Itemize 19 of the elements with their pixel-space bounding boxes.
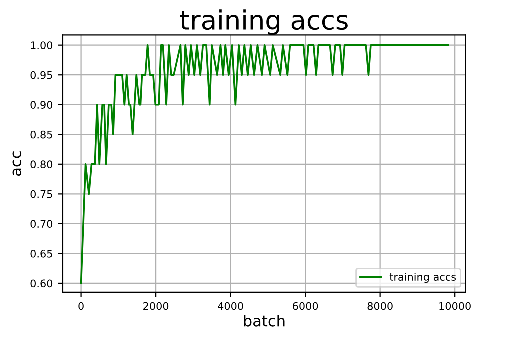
legend-label: training accs <box>390 272 456 284</box>
y-tick-label: 0.60 <box>30 280 53 288</box>
x-tick-label: 10000 <box>440 302 471 310</box>
x-axis-title: batch <box>244 314 285 327</box>
y-tick-label: 0.75 <box>30 190 52 198</box>
y-tick-label: 0.90 <box>30 101 53 109</box>
x-tick-label: 0 <box>78 302 84 310</box>
y-tick-label: 1.00 <box>31 42 53 50</box>
y-axis-title: acc <box>12 152 22 176</box>
chart-title: training accs <box>180 10 348 36</box>
y-tick-label: 0.80 <box>30 160 53 169</box>
y-tick-label: 0.85 <box>30 130 52 139</box>
x-tick-label: 2000 <box>144 302 169 310</box>
y-tick-label: 0.70 <box>30 220 53 228</box>
x-tick-label: 4000 <box>218 302 244 310</box>
y-tick-label: 0.95 <box>30 71 52 80</box>
x-tick-label: 6000 <box>293 302 318 310</box>
x-tick-label: 8000 <box>368 302 393 310</box>
y-tick-label: 0.65 <box>30 250 52 258</box>
